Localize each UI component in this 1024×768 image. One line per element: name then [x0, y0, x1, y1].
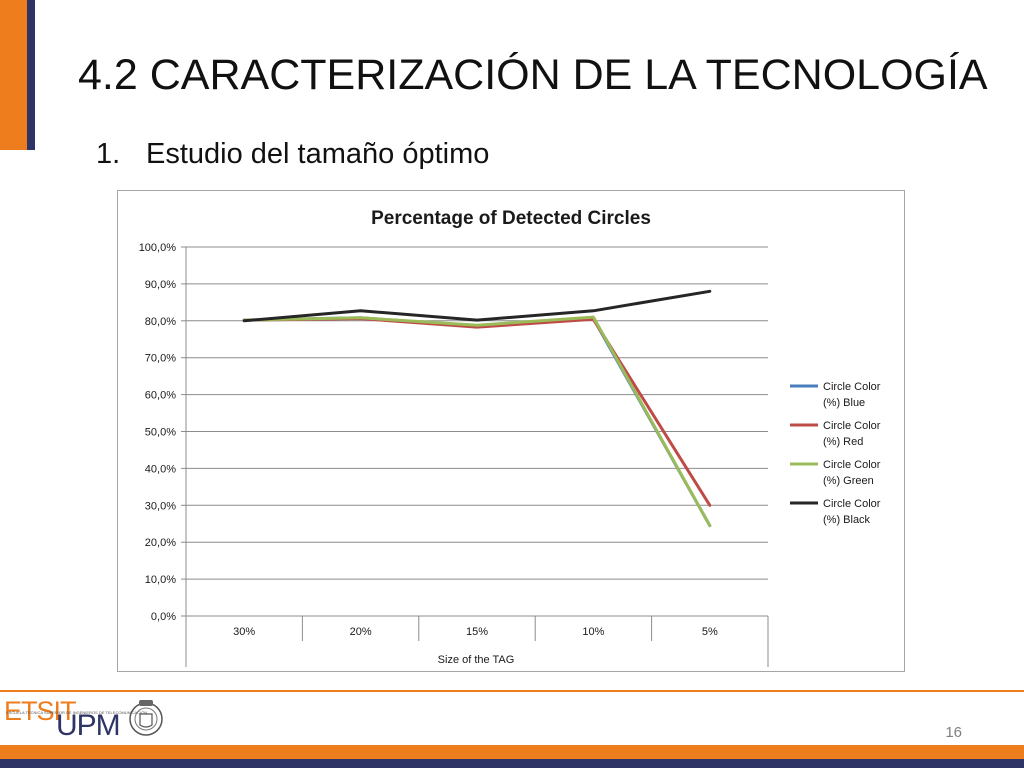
y-tick-label: 20,0%	[145, 537, 176, 549]
y-tick-label: 0,0%	[151, 611, 176, 623]
series-line	[242, 317, 712, 507]
x-tick-label: 30%	[233, 626, 255, 638]
y-tick-label: 90,0%	[145, 279, 176, 291]
y-tick-label: 40,0%	[145, 463, 176, 475]
slide-title: 4.2 CARACTERIZACIÓN DE LA TECNOLOGÍA	[78, 51, 988, 99]
y-tick-label: 100,0%	[139, 242, 177, 254]
x-tick-label: 20%	[350, 626, 372, 638]
accent-bar-navy	[27, 0, 35, 150]
legend-label: (%) Blue	[823, 397, 865, 409]
legend-label: (%) Green	[823, 475, 874, 487]
bottom-bar-orange	[0, 745, 1024, 759]
logo-fine-print: ESCUELA TÉCNICA SUPERIOR DE INGENIEROS D…	[6, 710, 148, 715]
gridlines	[186, 246, 768, 617]
series-line	[242, 315, 712, 528]
x-axis-label: Size of the TAG	[438, 654, 515, 666]
subtitle-text: Estudio del tamaño óptimo	[146, 138, 490, 170]
university-seal-icon	[129, 700, 163, 736]
footer-divider	[0, 690, 1024, 692]
page-number: 16	[945, 724, 962, 741]
bottom-bar-navy	[0, 759, 1024, 768]
legend-label: Circle Color	[823, 498, 881, 510]
x-tick-label: 15%	[466, 626, 488, 638]
legend-label: Circle Color	[823, 459, 881, 471]
subtitle-number: 1.	[96, 138, 121, 170]
legend-label: (%) Red	[823, 436, 863, 448]
accent-bar-orange	[0, 0, 27, 150]
line-chart: Percentage of Detected Circles 0,0% 10,0%…	[139, 208, 881, 667]
chart-frame: Percentage of Detected Circles 0,0% 10,0%…	[117, 190, 905, 672]
slide-subtitle: 1. Estudio del tamaño óptimo	[96, 134, 489, 174]
y-tick-label: 60,0%	[145, 390, 176, 402]
y-tick-label: 10,0%	[145, 574, 176, 586]
y-tick-label: 80,0%	[145, 316, 176, 328]
y-tick-label: 50,0%	[145, 427, 176, 439]
legend-label: Circle Color	[823, 420, 881, 432]
etsit-upm-logo: ETSIT ESCUELA TÉCNICA SUPERIOR DE INGENI…	[4, 696, 164, 744]
series-line	[242, 289, 712, 323]
logo-upm-text: UPM	[56, 709, 121, 742]
legend-label: Circle Color	[823, 381, 881, 393]
series-lines	[242, 289, 712, 528]
logo-etsit-text: ETSIT	[4, 696, 77, 726]
legend-label: (%) Black	[823, 514, 871, 526]
y-tick-label: 30,0%	[145, 500, 176, 512]
chart-title: Percentage of Detected Circles	[371, 208, 651, 229]
legend: Circle Color (%) Blue Circle Color (%) Red C…	[790, 381, 881, 526]
x-tick-label: 5%	[702, 626, 718, 638]
y-tick-label: 70,0%	[145, 353, 176, 365]
x-tick-label: 10%	[582, 626, 604, 638]
series-line	[242, 316, 712, 528]
axes: 0,0% 10,0% 20,0% 30,0% 40,0% 50,0% 60,0% 70,0% 8…	[139, 242, 769, 667]
